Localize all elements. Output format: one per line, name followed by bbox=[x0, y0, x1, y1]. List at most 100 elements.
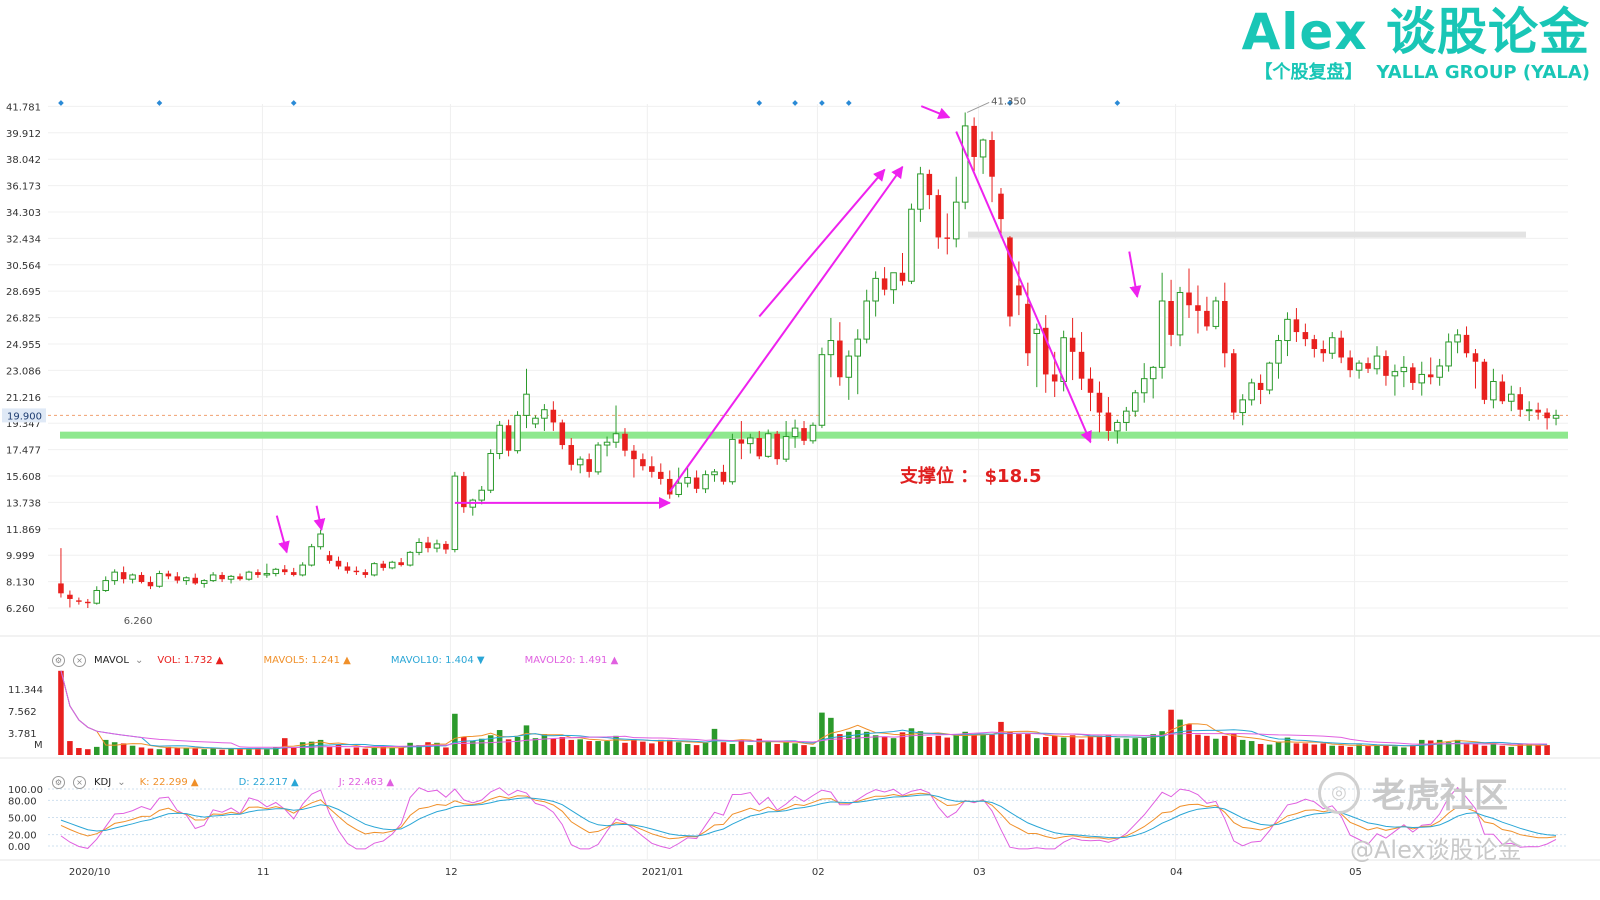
candle-body bbox=[415, 541, 423, 553]
d-value: D: 22.217 ▲ bbox=[238, 776, 299, 788]
volume-bar bbox=[156, 749, 163, 755]
price-tick-label: 19.347 bbox=[6, 419, 41, 430]
close-icon[interactable]: × bbox=[73, 653, 86, 667]
candle bbox=[1544, 408, 1550, 430]
settings-icon[interactable]: ⚙ bbox=[52, 775, 65, 789]
candle-body bbox=[917, 173, 924, 210]
volume-bar bbox=[183, 748, 190, 755]
volume-bar bbox=[514, 737, 521, 755]
high-label: 41.350 bbox=[991, 96, 1026, 107]
candle bbox=[854, 329, 862, 395]
candle-body bbox=[317, 533, 324, 548]
candle-body bbox=[1007, 237, 1013, 317]
brand-subtitle: 【个股复盘】 YALLA GROUP (YALA) bbox=[1241, 58, 1591, 84]
event-marker bbox=[290, 100, 297, 106]
price-tick-label: 38.042 bbox=[6, 155, 41, 166]
candle bbox=[738, 421, 745, 460]
candle bbox=[272, 567, 280, 577]
volume-bar bbox=[1499, 745, 1506, 755]
candle bbox=[675, 467, 682, 498]
pointer-arrow bbox=[313, 505, 326, 531]
candle bbox=[1168, 279, 1174, 347]
price-tick-label: 6.260 bbox=[6, 604, 35, 615]
candle bbox=[1007, 236, 1013, 327]
candle bbox=[1275, 334, 1282, 379]
candle-body bbox=[505, 425, 512, 451]
price-tick-label: 9.999 bbox=[6, 551, 35, 562]
candle-body bbox=[514, 414, 521, 452]
trend-arrow bbox=[955, 131, 1092, 444]
candle bbox=[764, 429, 772, 458]
candle-body bbox=[398, 562, 404, 566]
volume-bar bbox=[1472, 743, 1479, 755]
trend-arrow bbox=[758, 168, 886, 318]
candle-body bbox=[603, 441, 611, 446]
candle bbox=[1158, 272, 1166, 379]
candle-body bbox=[1328, 337, 1336, 354]
volume-bar bbox=[434, 742, 440, 755]
volume-bar bbox=[774, 743, 780, 755]
candle-body bbox=[640, 459, 646, 467]
volume-bar bbox=[1365, 745, 1371, 755]
volume-bar bbox=[1141, 737, 1148, 755]
candle-body bbox=[425, 542, 431, 549]
candle bbox=[1033, 323, 1041, 388]
candle bbox=[971, 117, 977, 172]
candle bbox=[818, 347, 826, 429]
candle bbox=[1347, 350, 1353, 378]
volume-bar bbox=[1186, 724, 1192, 755]
volume-bar bbox=[1445, 742, 1452, 755]
candle bbox=[344, 562, 351, 574]
candle-body bbox=[899, 272, 906, 282]
volume-bar bbox=[317, 739, 324, 755]
volume-bar bbox=[344, 748, 351, 755]
volume-bar bbox=[1069, 735, 1076, 755]
candle bbox=[406, 550, 414, 567]
candle bbox=[1391, 364, 1399, 396]
chevron-down-icon[interactable]: ⌄ bbox=[117, 776, 126, 788]
candle bbox=[774, 430, 780, 465]
candle-body bbox=[1140, 378, 1148, 394]
kdj-indicator-name[interactable]: KDJ bbox=[94, 776, 112, 788]
candle-body bbox=[559, 422, 566, 446]
volume-bar bbox=[416, 745, 422, 755]
x-axis-label: 05 bbox=[1349, 867, 1362, 878]
candle bbox=[845, 350, 853, 400]
candle bbox=[1230, 349, 1237, 420]
candle bbox=[594, 442, 602, 475]
candle-body bbox=[1365, 363, 1371, 369]
candle-body bbox=[85, 601, 91, 604]
close-icon[interactable]: × bbox=[73, 775, 86, 789]
candle-body bbox=[720, 471, 727, 482]
volume-bar bbox=[1410, 745, 1416, 755]
volume-indicator-name[interactable]: MAVOL bbox=[94, 654, 129, 666]
volume-bar bbox=[1436, 739, 1443, 755]
pointer-arrow bbox=[1128, 251, 1142, 298]
candle bbox=[1016, 261, 1022, 316]
candle bbox=[702, 470, 709, 494]
candle bbox=[76, 597, 82, 605]
candle bbox=[559, 419, 566, 450]
mavol10-line bbox=[60, 670, 1548, 750]
event-marker bbox=[1114, 100, 1121, 106]
volume-bar bbox=[1347, 746, 1353, 755]
candle bbox=[469, 498, 477, 516]
kdj-d-line bbox=[60, 794, 1557, 839]
chevron-down-icon[interactable]: ⌄ bbox=[134, 654, 144, 666]
candle bbox=[505, 419, 512, 457]
candle bbox=[1400, 356, 1408, 388]
candle-body bbox=[183, 577, 190, 582]
volume-bar bbox=[255, 748, 261, 755]
volume-bar bbox=[899, 732, 906, 755]
candle-body bbox=[1123, 410, 1130, 423]
candle-body bbox=[1525, 409, 1533, 412]
candle-body bbox=[1248, 382, 1255, 401]
candle-body bbox=[362, 572, 369, 575]
candle bbox=[1472, 349, 1479, 389]
candle bbox=[147, 576, 154, 590]
candle bbox=[952, 176, 960, 248]
volume-bar bbox=[684, 743, 691, 755]
settings-icon[interactable]: ⚙ bbox=[52, 653, 65, 667]
candle-body bbox=[764, 433, 772, 457]
volume-bar bbox=[219, 749, 225, 755]
